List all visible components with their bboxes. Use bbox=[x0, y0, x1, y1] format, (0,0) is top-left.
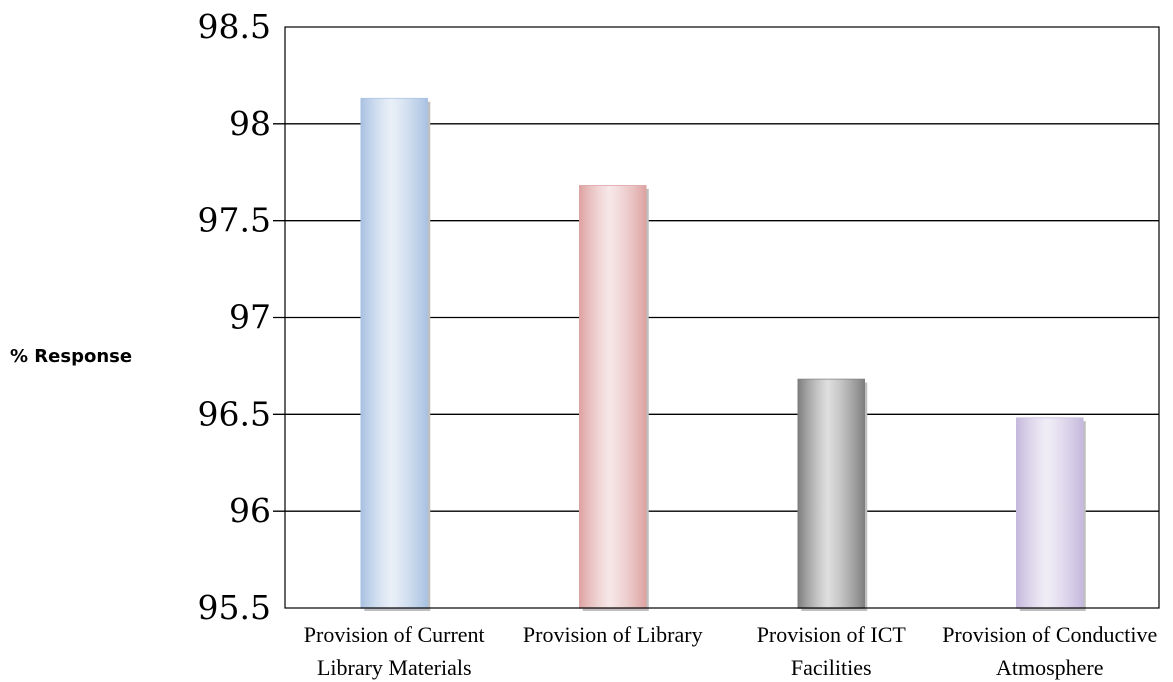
y-axis-label: % Response bbox=[10, 346, 132, 367]
x-category-label: Provision of Conductive bbox=[942, 622, 1157, 647]
x-category-label: Provision of ICT bbox=[757, 622, 907, 647]
x-category-label: Atmosphere bbox=[996, 655, 1104, 680]
bar-highlight bbox=[579, 185, 646, 608]
y-tick-label: 96.5 bbox=[198, 394, 271, 433]
x-category-label: Library Materials bbox=[317, 655, 472, 680]
bars bbox=[360, 97, 1086, 611]
y-tick-label: 97.5 bbox=[198, 201, 271, 240]
x-category-label: Provision of Current bbox=[304, 622, 485, 647]
x-category-labels: Provision of Current Library Materials Pro… bbox=[304, 622, 1158, 680]
bar-highlight bbox=[361, 98, 428, 608]
y-tick-label: 95.5 bbox=[198, 588, 271, 627]
x-category-label: Provision of Library bbox=[523, 622, 703, 647]
y-tick-label: 96 bbox=[229, 491, 271, 530]
plot-frame bbox=[284, 26, 1160, 609]
y-tick-labels: 98.5 98 97.5 97 96.5 96 95.5 bbox=[198, 7, 271, 627]
y-tick-label: 98 bbox=[229, 104, 271, 143]
y-tick-label: 97 bbox=[229, 298, 271, 337]
y-tick-label: 98.5 bbox=[198, 7, 271, 46]
x-category-label: Facilities bbox=[791, 655, 872, 680]
bar-highlight bbox=[1016, 418, 1083, 608]
bar-highlight bbox=[798, 379, 865, 608]
